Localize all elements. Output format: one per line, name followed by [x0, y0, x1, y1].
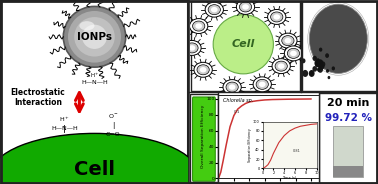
Circle shape: [314, 60, 320, 66]
Text: Cell: Cell: [74, 160, 115, 179]
Circle shape: [332, 66, 335, 70]
Circle shape: [316, 61, 320, 65]
Circle shape: [186, 43, 198, 53]
Circle shape: [256, 79, 268, 89]
Circle shape: [278, 63, 285, 69]
Circle shape: [284, 46, 303, 61]
Circle shape: [194, 62, 212, 77]
FancyBboxPatch shape: [333, 126, 363, 177]
Circle shape: [316, 61, 321, 67]
Circle shape: [259, 82, 266, 87]
Circle shape: [316, 58, 320, 63]
Circle shape: [314, 61, 320, 67]
Circle shape: [325, 53, 329, 58]
Text: H$^+$: H$^+$: [59, 115, 70, 124]
Text: Chlorella sp.: Chlorella sp.: [223, 98, 254, 103]
Text: C=O: C=O: [106, 132, 121, 137]
Circle shape: [317, 67, 321, 72]
Circle shape: [321, 61, 325, 67]
Circle shape: [318, 61, 323, 68]
Circle shape: [317, 63, 320, 67]
Text: H—N—H: H—N—H: [51, 126, 77, 131]
Circle shape: [320, 63, 322, 67]
Circle shape: [317, 61, 322, 67]
Circle shape: [195, 23, 202, 29]
Text: H$^+$: H$^+$: [90, 71, 99, 80]
Circle shape: [236, 0, 255, 14]
FancyBboxPatch shape: [1, 1, 188, 183]
Circle shape: [82, 25, 107, 49]
Circle shape: [287, 48, 300, 58]
Text: 20 min: 20 min: [327, 98, 370, 108]
Circle shape: [317, 63, 320, 66]
Circle shape: [229, 84, 235, 90]
Text: Electrostatic
Interaction: Electrostatic Interaction: [11, 88, 65, 107]
FancyBboxPatch shape: [192, 97, 215, 181]
Circle shape: [253, 77, 271, 92]
Circle shape: [309, 70, 314, 77]
Circle shape: [285, 38, 291, 43]
Circle shape: [272, 59, 290, 74]
Circle shape: [309, 71, 314, 76]
Text: O$^-$: O$^-$: [108, 112, 119, 120]
Circle shape: [200, 67, 206, 72]
Circle shape: [326, 69, 329, 73]
Circle shape: [316, 62, 321, 67]
Ellipse shape: [0, 133, 198, 184]
Circle shape: [301, 58, 305, 63]
Circle shape: [226, 82, 238, 92]
Circle shape: [320, 64, 324, 70]
FancyBboxPatch shape: [333, 166, 363, 177]
Ellipse shape: [79, 21, 94, 30]
Circle shape: [319, 48, 322, 52]
Circle shape: [183, 40, 201, 55]
Circle shape: [189, 19, 208, 33]
Circle shape: [273, 14, 280, 20]
Text: IONPs: IONPs: [77, 32, 112, 42]
Circle shape: [211, 7, 218, 12]
Text: |: |: [112, 122, 115, 129]
Circle shape: [317, 59, 323, 67]
Circle shape: [197, 65, 209, 75]
Circle shape: [282, 36, 294, 46]
Text: 1 μm: 1 μm: [350, 75, 363, 80]
Text: 0.1: 0.1: [234, 110, 240, 114]
Circle shape: [328, 76, 330, 79]
Circle shape: [312, 66, 317, 72]
Circle shape: [68, 11, 121, 63]
Circle shape: [208, 5, 220, 15]
Circle shape: [74, 17, 115, 56]
Circle shape: [275, 61, 287, 71]
Circle shape: [302, 70, 308, 77]
Text: H—N—H: H—N—H: [81, 80, 108, 85]
Y-axis label: Overall Separation Efficiency: Overall Separation Efficiency: [201, 105, 204, 168]
Circle shape: [318, 66, 323, 73]
Circle shape: [223, 80, 241, 95]
Circle shape: [205, 2, 223, 17]
Text: Cell: Cell: [232, 39, 255, 49]
Circle shape: [316, 61, 321, 67]
Ellipse shape: [213, 15, 273, 74]
Circle shape: [309, 4, 367, 73]
Circle shape: [313, 56, 317, 61]
Circle shape: [290, 51, 297, 56]
Circle shape: [316, 60, 320, 64]
Circle shape: [279, 33, 297, 48]
Circle shape: [192, 21, 205, 31]
FancyBboxPatch shape: [191, 1, 300, 91]
Circle shape: [268, 10, 286, 24]
Circle shape: [189, 45, 195, 51]
Circle shape: [271, 12, 283, 22]
Text: 99.72 %: 99.72 %: [325, 113, 372, 123]
Circle shape: [242, 4, 249, 10]
Circle shape: [63, 6, 125, 67]
Circle shape: [239, 2, 252, 12]
Circle shape: [319, 60, 323, 65]
